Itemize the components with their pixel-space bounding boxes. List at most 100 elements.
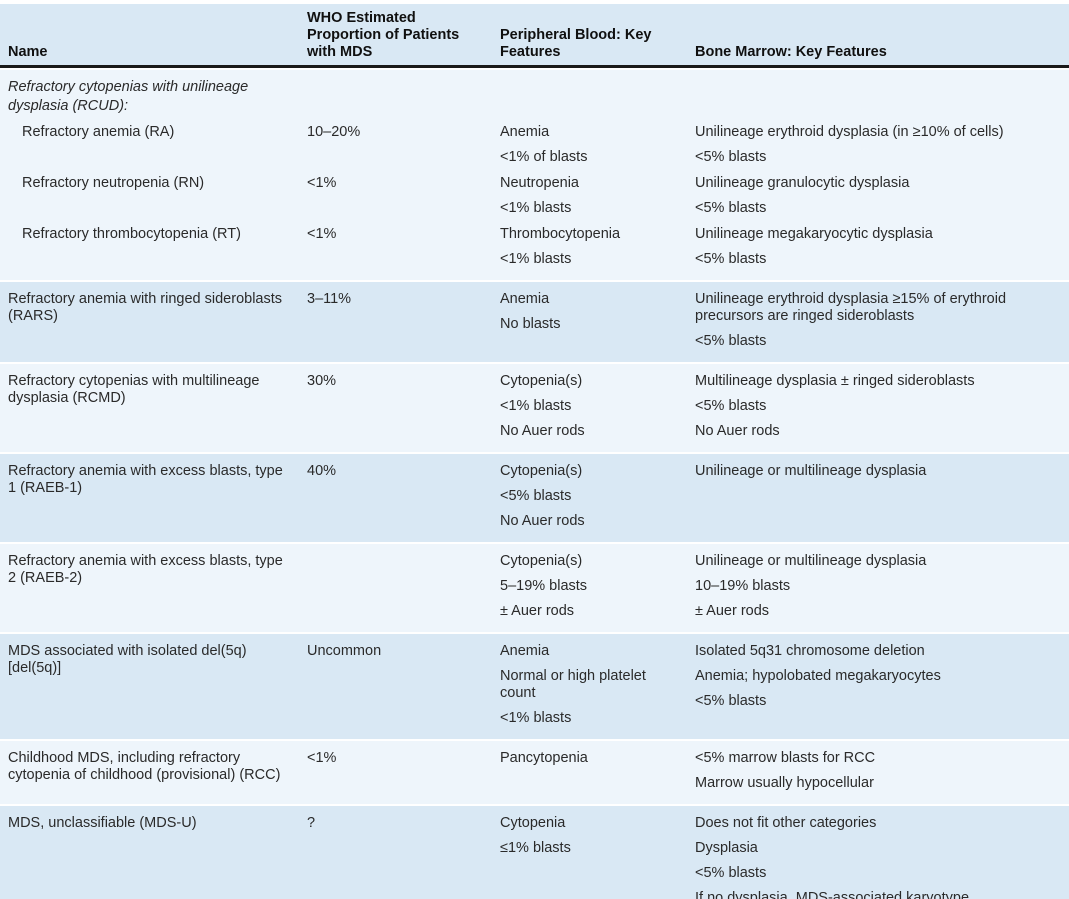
feature-line: Cytopenia xyxy=(500,815,566,831)
band-mds-u: MDS, unclassifiable (MDS-U) ? Cytopenia ≤… xyxy=(0,806,1069,899)
table-row: MDS, unclassifiable (MDS-U) ? Cytopenia ≤… xyxy=(0,811,1069,899)
name-cell: Childhood MDS, including refractory cyto… xyxy=(8,750,281,783)
feature-line: <5% blasts xyxy=(695,693,767,709)
feature-line: ≤1% blasts xyxy=(500,840,571,856)
column-header-name: Name xyxy=(8,44,48,60)
band-del5q: MDS associated with isolated del(5q) [de… xyxy=(0,634,1069,739)
feature-line: <5% blasts xyxy=(695,251,767,267)
pb-cell: Anemia <1% of blasts xyxy=(500,124,695,166)
name-cell: MDS, unclassifiable (MDS-U) xyxy=(8,815,197,831)
table-row: Refractory anemia (RA) 10–20% Anemia <1% … xyxy=(0,120,1069,171)
feature-line: Cytopenia(s) xyxy=(500,373,583,389)
table-row: Refractory anemia with excess blasts, ty… xyxy=(0,549,1069,625)
pb-cell: Cytopenia(s) 5–19% blasts ± Auer rods xyxy=(500,553,695,620)
band-rcmd: Refractory cytopenias with multilineage … xyxy=(0,364,1069,452)
name-cell: Refractory anemia with excess blasts, ty… xyxy=(8,553,283,586)
name-cell: Refractory thrombocytopenia (RT) xyxy=(22,226,241,242)
band-rcud: Refractory cytopenias with unilineage dy… xyxy=(0,70,1069,280)
pb-cell: Neutropenia <1% blasts xyxy=(500,175,695,217)
feature-line: Anemia xyxy=(500,124,550,140)
who-cell: 10–20% xyxy=(307,124,361,140)
pb-cell: Thrombocytopenia <1% blasts xyxy=(500,226,695,268)
feature-line: No Auer rods xyxy=(695,423,780,439)
feature-line: Unilineage or multilineage dysplasia xyxy=(695,463,927,479)
feature-line: <5% blasts xyxy=(695,149,767,165)
bm-cell: Unilineage or multilineage dysplasia 10–1… xyxy=(695,553,1069,620)
feature-line: Anemia xyxy=(500,643,550,659)
table-row: Refractory cytopenias with multilineage … xyxy=(0,369,1069,445)
column-header-who-proportion: WHO Estimated Proportion of Patients wit… xyxy=(307,10,460,60)
bm-cell: <5% marrow blasts for RCC Marrow usually … xyxy=(695,750,1069,792)
name-cell: Refractory anemia with excess blasts, ty… xyxy=(8,463,283,496)
feature-line: No Auer rods xyxy=(500,513,585,529)
bm-cell: Multilineage dysplasia ± ringed siderobl… xyxy=(695,373,1069,440)
bm-cell: Unilineage erythroid dysplasia (in ≥10% … xyxy=(695,124,1069,166)
feature-line: Unilineage megakaryocytic dysplasia xyxy=(695,226,933,242)
feature-line: <1% blasts xyxy=(500,398,572,414)
column-header-peripheral-blood: Peripheral Blood: Key Features xyxy=(500,27,652,60)
name-cell: Refractory anemia with ringed sideroblas… xyxy=(8,291,283,324)
mds-classification-table: Name WHO Estimated Proportion of Patient… xyxy=(0,4,1069,899)
bm-cell: Isolated 5q31 chromosome deletion Anemia;… xyxy=(695,643,1069,710)
table-row: MDS associated with isolated del(5q) [de… xyxy=(0,639,1069,732)
feature-line: Thrombocytopenia xyxy=(500,226,621,242)
feature-line: <1% blasts xyxy=(500,710,572,726)
feature-line: <1% blasts xyxy=(500,251,572,267)
feature-line: Cytopenia(s) xyxy=(500,463,583,479)
feature-line: No blasts xyxy=(500,316,561,332)
feature-line: Neutropenia xyxy=(500,175,579,191)
pb-cell: Cytopenia ≤1% blasts xyxy=(500,815,695,857)
pb-cell: Cytopenia(s) <5% blasts No Auer rods xyxy=(500,463,695,530)
who-cell: 3–11% xyxy=(307,291,352,307)
name-cell: Refractory neutropenia (RN) xyxy=(22,175,205,191)
table-row: Childhood MDS, including refractory cyto… xyxy=(0,746,1069,797)
table-row: Refractory thrombocytopenia (RT) <1% Thr… xyxy=(0,222,1069,273)
feature-line: <1% blasts xyxy=(500,200,572,216)
pb-cell: Anemia Normal or high platelet count <1% b… xyxy=(500,643,695,727)
feature-line: <5% blasts xyxy=(695,200,767,216)
band-raeb1: Refractory anemia with excess blasts, ty… xyxy=(0,454,1069,542)
pb-cell: Anemia No blasts xyxy=(500,291,695,333)
feature-line: <1% of blasts xyxy=(500,149,588,165)
band-raeb2: Refractory anemia with excess blasts, ty… xyxy=(0,544,1069,632)
name-cell: MDS associated with isolated del(5q) [de… xyxy=(8,643,247,676)
group-label-rcud: Refractory cytopenias with unilineage dy… xyxy=(8,79,249,114)
feature-line: 10–19% blasts xyxy=(695,578,791,594)
feature-line: Unilineage erythroid dysplasia ≥15% of e… xyxy=(695,291,1007,324)
bm-cell: Unilineage or multilineage dysplasia xyxy=(695,463,1069,480)
bm-cell: Unilineage erythroid dysplasia ≥15% of e… xyxy=(695,291,1069,350)
name-cell: Refractory anemia (RA) xyxy=(22,124,175,140)
feature-line: Marrow usually hypocellular xyxy=(695,775,874,791)
feature-line: 5–19% blasts xyxy=(500,578,588,594)
name-cell: Refractory cytopenias with multilineage … xyxy=(8,373,260,406)
feature-line: Pancytopenia xyxy=(500,750,588,766)
feature-line: Unilineage or multilineage dysplasia xyxy=(695,553,927,569)
who-cell: <1% xyxy=(307,175,337,191)
feature-line: Unilineage erythroid dysplasia (in ≥10% … xyxy=(695,124,1004,140)
feature-line: <5% blasts xyxy=(695,398,767,414)
who-cell: Uncommon xyxy=(307,643,382,659)
feature-line: <5% blasts xyxy=(695,865,767,881)
feature-line: Dysplasia xyxy=(695,840,758,856)
feature-line: Multilineage dysplasia ± ringed siderobl… xyxy=(695,373,975,389)
feature-line: Does not fit other categories xyxy=(695,815,877,831)
who-cell: ? xyxy=(307,815,316,831)
feature-line: <5% blasts xyxy=(500,488,572,504)
table-row: Refractory anemia with excess blasts, ty… xyxy=(0,459,1069,535)
feature-line: <5% marrow blasts for RCC xyxy=(695,750,876,766)
table-row: Refractory neutropenia (RN) <1% Neutrope… xyxy=(0,171,1069,222)
who-cell: <1% xyxy=(307,226,337,242)
feature-line: Cytopenia(s) xyxy=(500,553,583,569)
table-row: Refractory anemia with ringed sideroblas… xyxy=(0,287,1069,355)
table-header-row: Name WHO Estimated Proportion of Patient… xyxy=(0,4,1069,68)
who-cell: 30% xyxy=(307,373,337,389)
bm-cell: Unilineage granulocytic dysplasia <5% bla… xyxy=(695,175,1069,217)
feature-line: Normal or high platelet count xyxy=(500,668,646,701)
feature-line: ± Auer rods xyxy=(500,603,575,619)
band-childhood-mds: Childhood MDS, including refractory cyto… xyxy=(0,741,1069,804)
who-cell: <1% xyxy=(307,750,337,766)
feature-line: <5% blasts xyxy=(695,333,767,349)
bm-cell: Does not fit other categories Dysplasia <5… xyxy=(695,815,1069,899)
feature-line: If no dysplasia, MDS-associated karyotyp… xyxy=(695,890,970,899)
